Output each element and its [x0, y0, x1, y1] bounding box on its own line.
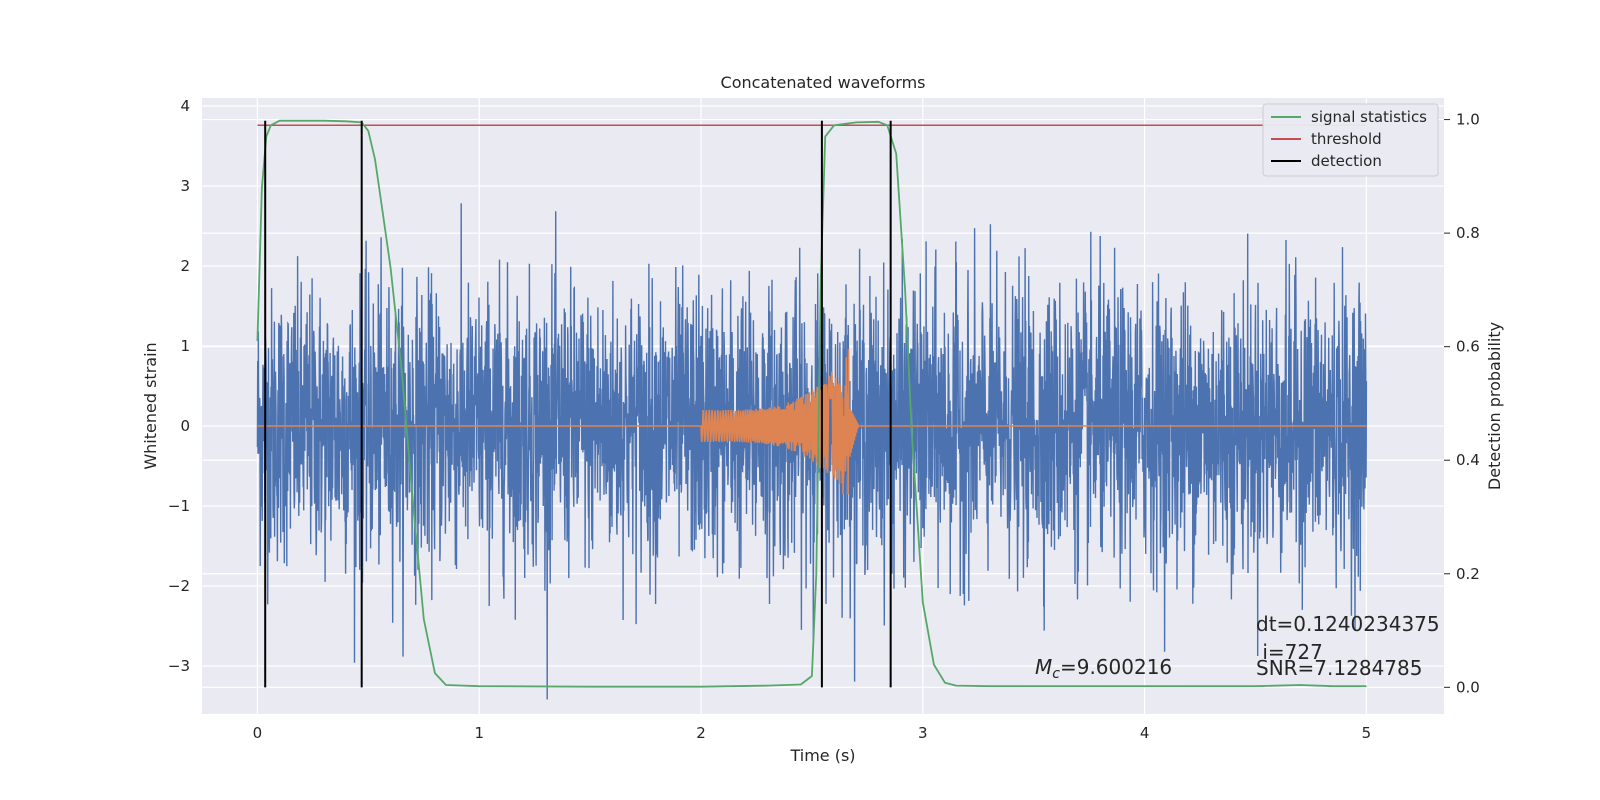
waveforms — [256, 203, 1368, 700]
annotation-chirp-mass: Mc=9.600216 — [1035, 655, 1172, 682]
y-tick-label: −3 — [168, 657, 190, 675]
x-tick-label: 2 — [696, 724, 706, 742]
y-tick-label: 2 — [180, 257, 190, 275]
annotation-snr: SNR=7.1284785 — [1256, 656, 1422, 680]
x-axis-label: Time (s) — [789, 746, 855, 765]
legend-box — [1262, 103, 1439, 177]
y-axis-label: Whitened strain — [141, 342, 160, 469]
y-tick-label: 1 — [180, 337, 190, 355]
y-right-tick-label: 0.2 — [1456, 565, 1480, 583]
y-tick-label: 4 — [180, 97, 190, 115]
annotation-dt: dt=0.1240234375 — [1256, 612, 1440, 636]
y-tick-label: 0 — [180, 417, 190, 435]
chart-title: Concatenated waveforms — [721, 73, 926, 92]
y-right-tick-label: 0.8 — [1456, 224, 1480, 242]
x-tick-label: 0 — [253, 724, 263, 742]
y-tick-label: 3 — [180, 177, 190, 195]
lines — [256, 119, 1367, 688]
y-tick-label: −1 — [168, 497, 190, 515]
injected-signal-line — [257, 348, 1367, 495]
y-axis-label-right: Detection probability — [1485, 322, 1504, 490]
y-right-tick-label: 0.0 — [1456, 678, 1480, 696]
y-right-tick-label: 0.6 — [1456, 338, 1480, 356]
signal-statistics-line — [256, 119, 1367, 688]
legend-label-threshold: threshold — [1311, 130, 1382, 148]
legend-label-signal-statistics: signal statistics — [1311, 108, 1427, 126]
legend-label-detection: detection — [1311, 152, 1382, 170]
y-right-tick-label: 1.0 — [1456, 111, 1480, 129]
x-tick-label: 4 — [1140, 724, 1150, 742]
annotation-index: i=727 — [1256, 640, 1323, 664]
x-tick-label: 5 — [1362, 724, 1372, 742]
y-right-tick-label: 0.4 — [1456, 451, 1480, 469]
x-tick-label: 3 — [918, 724, 928, 742]
whitened-strain-line — [256, 203, 1368, 700]
y-tick-label: −2 — [168, 577, 190, 595]
x-tick-label: 1 — [474, 724, 484, 742]
legend: signal statistics threshold detection — [1262, 103, 1439, 177]
ticks: 0 1 2 3 4 5 4 3 2 1 0 −1 −2 −3 1.0 0.8 0.6 0.4 0.2 0.0 — [168, 97, 1480, 742]
